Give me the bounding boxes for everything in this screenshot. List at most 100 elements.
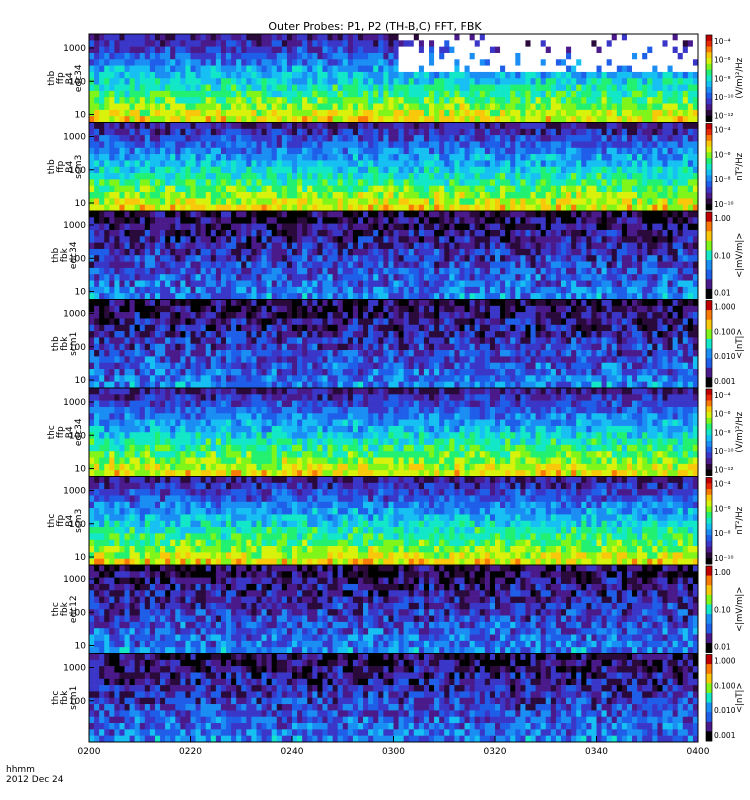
y-tick-label: 100 [69,254,86,264]
colorbar-6: 1.00 0.10 0.01 <|mV/m|> [705,565,745,653]
panel-label: edc34 [69,241,79,269]
colorbar-tick-label: 0.001 [714,377,736,386]
colorbar-tick-label: 10⁻⁸ [714,175,731,184]
y-tick-label: 100 [69,520,86,530]
colorbar-tick-label: 10⁻¹² [714,112,734,121]
panel-label: scm3 [74,155,84,179]
y-tick-label: 1000 [63,133,86,143]
colorbar-tick-label: 0.001 [714,731,736,740]
panel-label: fbk [60,690,70,705]
panel-label: edc34 [74,418,84,446]
colorbar-label: <|nT|> [735,328,745,359]
panel-label: ffp [56,515,66,527]
panel-label: edc34 [74,64,84,92]
spectrogram-5 [89,476,699,566]
colorbar-label: <|mV/m|> [735,587,745,632]
colorbar-tick-label: 1.000 [714,657,736,666]
spectrogram-1 [89,122,699,212]
y-tick-label: 10 [75,553,87,563]
panel-label: fbk [60,336,70,351]
colorbar-3: 1.000 0.100 0.010 0.001 <|nT|> [705,300,745,388]
date-label: 2012 Dec 24 [6,775,64,785]
panel-label: thb [51,247,61,262]
colorbar-label: nT²/Hz [735,152,745,180]
spectrogram-0 [89,34,699,123]
colorbar-2: 1.00 0.10 0.01 <|mV/m|> [705,211,745,299]
colorbar-4: 10⁻⁴ 10⁻⁶ 10⁻⁸ 10⁻¹⁰ 10⁻¹² (V/m)²/Hz [705,388,745,476]
y-tick-label: 10 [75,199,87,209]
y-tick-label: 1000 [63,575,86,585]
colorbar-label: <|nT|> [735,682,745,713]
y-tick-label: 1000 [63,398,86,408]
spectrogram-4 [89,388,699,477]
colorbar-label: nT²/Hz [735,506,745,534]
panel-label: thb [51,336,61,351]
panel-label: B4 [65,72,75,84]
panel-label: ffp [56,426,66,438]
colorbar-tick-label: 0.100 [714,681,736,690]
colorbar-tick-label: 1.000 [714,303,736,312]
colorbar-tick-label: 10⁻⁴ [714,126,731,135]
colorbar-tick-label: 10⁻⁸ [714,428,731,437]
colorbar-label: (V/m)²/Hz [735,57,745,98]
colorbar-tick-label: 1.00 [714,214,731,223]
panel-label: B4 [65,426,75,438]
time-format-label: hhmm [6,765,35,775]
colorbar-tick-label: 10⁻⁶ [714,410,731,419]
y-tick-label: 1000 [63,221,86,231]
y-tick-label: 10 [75,111,87,121]
colorbar-tick-label: 0.100 [714,327,736,336]
x-tick-label: 0400 [687,747,710,757]
x-tick-label: 0320 [484,747,507,757]
colorbar-tick-label: 10⁻¹² [714,466,734,475]
y-tick-label: 100 [69,697,86,707]
y-tick-label: 1000 [63,487,86,497]
colorbar-tick-label: 10⁻⁴ [714,37,731,46]
y-tick-label: 100 [69,77,86,87]
colorbar-tick-label: 0.10 [714,605,731,614]
panel-3: 10 100 1000 thb fbk scm1 1.000 0.100 0.010 0.001 <… [51,299,745,389]
colorbar-tick-label: 10⁻¹⁰ [714,93,734,102]
y-tick-label: 100 [69,166,86,176]
y-tick-label: 1000 [63,310,86,320]
colorbar-tick-label: 10⁻⁴ [714,391,731,400]
x-tick-label: 0240 [281,747,304,757]
panel-7: 100 1000 thc fbk scm1 1.000 0.100 0.010 0.001 <|n… [51,653,745,743]
y-tick-label: 100 [69,608,86,618]
colorbar-tick-label: 10⁻¹⁰ [714,447,734,456]
panel-label: thc [51,602,61,616]
figure-title: Outer Probes: P1, P2 (TH-B,C) FFT, FBK [268,20,482,33]
colorbar-7: 1.000 0.100 0.010 0.001 <|nT|> [705,654,745,742]
colorbar-tick-label: 0.01 [714,289,731,298]
panel-label: fbk [60,601,70,616]
colorbar-tick-label: 10⁻⁶ [714,504,731,513]
y-tick-label: 1000 [63,664,86,674]
panel-label: B4 [65,161,75,173]
panel-6: 10 100 1000 thc fbk edc12 1.00 0.10 0.01 <|mV/m|> [51,564,745,654]
panel-label: ffp [56,161,66,173]
colorbar-label: <|mV/m|> [735,233,745,278]
panel-5: 10 100 1000 thc ffp B4 scm3 10⁻⁴ 10⁻⁶ 10⁻⁸ 10⁻¹⁰ nT… [47,476,745,566]
y-tick-label: 10 [75,376,87,386]
panel-label: scm1 [69,686,79,710]
spectrogram-3 [89,299,699,389]
colorbar-tick-label: 0.01 [714,643,731,652]
panel-1: 10 100 1000 thb ffp B4 scm3 10⁻⁴ 10⁻⁶ 10⁻⁸ 10⁻¹⁰ nT… [47,122,745,212]
x-tick-label: 0300 [382,747,405,757]
colorbar-0: 10⁻⁴ 10⁻⁶ 10⁻⁸ 10⁻¹⁰ 10⁻¹² (V/m)²/Hz [705,34,745,122]
colorbar-tick-label: 0.10 [714,251,731,260]
colorbar-tick-label: 10⁻⁶ [714,56,731,65]
panel-label: scm1 [69,332,79,356]
y-tick-label: 10 [75,642,87,652]
panel-label: thb [47,70,57,85]
y-tick-label: 100 [69,343,86,353]
colorbar-tick-label: 10⁻⁸ [714,529,731,538]
spectrogram-6 [89,565,699,654]
x-tick-label: 0340 [585,747,608,757]
colorbar-5: 10⁻⁴ 10⁻⁶ 10⁻⁸ 10⁻¹⁰ nT²/Hz [705,477,745,565]
colorbar-tick-label: 1.00 [714,568,731,577]
panel-label: edc12 [69,595,79,623]
y-tick-label: 10 [75,465,87,475]
colorbar-tick-label: 10⁻⁴ [714,480,731,489]
